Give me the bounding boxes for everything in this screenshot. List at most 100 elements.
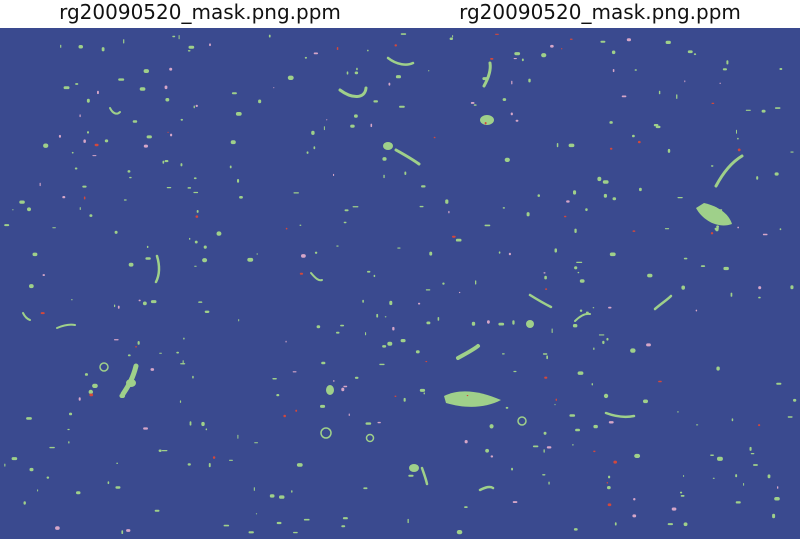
segment bbox=[196, 210, 199, 213]
segment bbox=[545, 288, 548, 290]
segment bbox=[458, 291, 461, 294]
segment bbox=[579, 309, 583, 312]
segment bbox=[737, 137, 739, 140]
segment bbox=[188, 45, 195, 49]
segment bbox=[683, 475, 685, 477]
segment bbox=[195, 215, 199, 218]
segment bbox=[602, 180, 609, 184]
segment bbox=[165, 98, 170, 102]
segment bbox=[303, 518, 310, 521]
segment bbox=[502, 207, 505, 209]
segment bbox=[287, 75, 294, 80]
segment bbox=[643, 399, 648, 404]
segment bbox=[269, 494, 275, 498]
segment bbox=[490, 455, 494, 458]
segment bbox=[342, 517, 348, 520]
segment bbox=[273, 87, 275, 89]
segment bbox=[646, 343, 651, 347]
segment bbox=[409, 464, 419, 472]
segment bbox=[367, 49, 369, 52]
segment bbox=[377, 421, 381, 424]
segment bbox=[677, 197, 683, 199]
segment bbox=[336, 47, 339, 50]
segment bbox=[79, 207, 81, 210]
segment bbox=[511, 80, 513, 85]
segment bbox=[722, 68, 727, 71]
segment bbox=[543, 449, 545, 453]
segment bbox=[735, 474, 738, 478]
segment bbox=[326, 385, 334, 395]
segment bbox=[43, 143, 49, 148]
segment bbox=[310, 272, 323, 282]
segment bbox=[101, 47, 105, 52]
segment bbox=[161, 450, 168, 452]
segment bbox=[395, 75, 401, 79]
segment bbox=[679, 491, 683, 494]
segment bbox=[719, 82, 721, 84]
segment bbox=[56, 323, 76, 329]
segment bbox=[455, 238, 462, 242]
segment bbox=[71, 151, 74, 154]
segment bbox=[229, 459, 233, 461]
segment bbox=[320, 427, 332, 439]
segment bbox=[195, 104, 198, 107]
segment bbox=[399, 105, 405, 108]
segment bbox=[621, 95, 627, 98]
segment bbox=[544, 376, 548, 379]
segment bbox=[341, 525, 346, 528]
segment bbox=[484, 122, 487, 125]
segment bbox=[425, 361, 428, 363]
segment bbox=[212, 456, 216, 459]
segment bbox=[505, 406, 509, 409]
segment bbox=[774, 107, 781, 109]
segment bbox=[603, 393, 609, 399]
segment bbox=[591, 383, 593, 386]
segment bbox=[143, 69, 149, 73]
segment bbox=[350, 124, 355, 128]
segment bbox=[55, 526, 60, 530]
segment bbox=[415, 350, 420, 354]
segment bbox=[484, 224, 491, 227]
segment bbox=[187, 50, 191, 52]
segment bbox=[4, 463, 6, 467]
segment bbox=[69, 412, 73, 416]
segment bbox=[333, 380, 335, 382]
segment bbox=[365, 433, 375, 443]
segment bbox=[614, 522, 617, 526]
segment bbox=[348, 413, 350, 416]
segment bbox=[123, 199, 127, 201]
segment bbox=[504, 157, 510, 162]
segment bbox=[126, 379, 136, 387]
segment bbox=[189, 421, 192, 426]
segment bbox=[336, 331, 340, 334]
segment bbox=[548, 481, 550, 485]
segment bbox=[167, 131, 169, 133]
segment bbox=[388, 82, 391, 86]
segment bbox=[423, 392, 425, 395]
segment bbox=[253, 487, 255, 491]
segment bbox=[482, 77, 489, 81]
segment bbox=[198, 301, 203, 303]
segment bbox=[502, 353, 505, 355]
segment bbox=[237, 179, 240, 183]
segment bbox=[750, 453, 755, 455]
segment bbox=[373, 100, 378, 103]
segment bbox=[714, 227, 719, 230]
segment bbox=[279, 495, 285, 499]
segment bbox=[585, 208, 588, 212]
segment bbox=[382, 157, 387, 161]
segment bbox=[568, 143, 575, 148]
segment bbox=[512, 501, 518, 503]
segment bbox=[716, 225, 719, 229]
segment bbox=[561, 48, 563, 50]
segment bbox=[511, 467, 513, 471]
segment bbox=[456, 344, 480, 360]
segment bbox=[487, 320, 490, 324]
segment bbox=[632, 134, 635, 138]
segment bbox=[607, 486, 611, 490]
segment bbox=[193, 177, 197, 180]
segment bbox=[546, 355, 548, 360]
segment bbox=[386, 56, 415, 66]
segment bbox=[352, 206, 359, 208]
segment bbox=[107, 481, 110, 485]
